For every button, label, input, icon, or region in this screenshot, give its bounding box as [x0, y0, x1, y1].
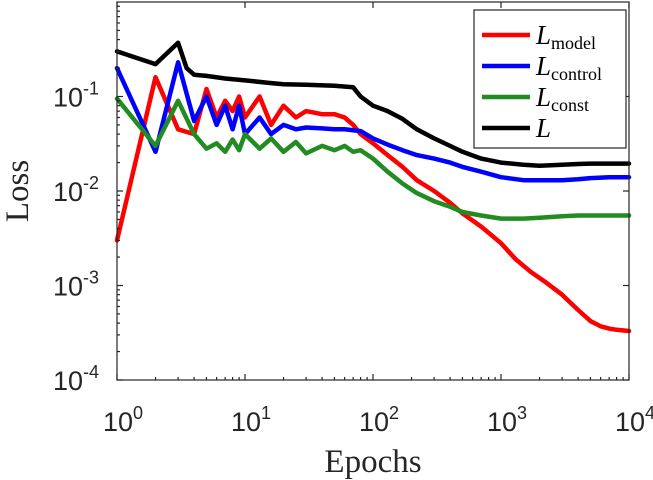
- series-line-control: [114, 60, 632, 183]
- legend-label: Lcontrol: [535, 51, 602, 84]
- y-tick-label: 10-2: [53, 173, 99, 207]
- series-line-model: [114, 74, 632, 334]
- x-tick-label: 103: [487, 403, 527, 437]
- series-line-total: [114, 40, 632, 169]
- legend-label: Lconst: [535, 82, 589, 115]
- x-tick-label: 104: [615, 403, 653, 437]
- series-line-const: [114, 96, 632, 221]
- x-tick-label: 101: [231, 403, 271, 437]
- x-axis-label: Epochs: [324, 444, 421, 480]
- y-tick-label: 10-1: [53, 79, 99, 113]
- x-tick-label: 100: [103, 403, 143, 437]
- y-axis-label: Loss: [0, 160, 36, 222]
- y-tick-label: 10-4: [53, 362, 99, 396]
- legend-label: L: [535, 113, 551, 143]
- legend-label: Lmodel: [535, 20, 596, 53]
- ticks-layer: 100 101 102 103 104 10-4 10-3 10-2 10-1: [53, 2, 653, 437]
- x-tick-label: 102: [359, 403, 399, 437]
- series-layer: [114, 40, 632, 334]
- y-tick-label: 10-3: [53, 268, 99, 302]
